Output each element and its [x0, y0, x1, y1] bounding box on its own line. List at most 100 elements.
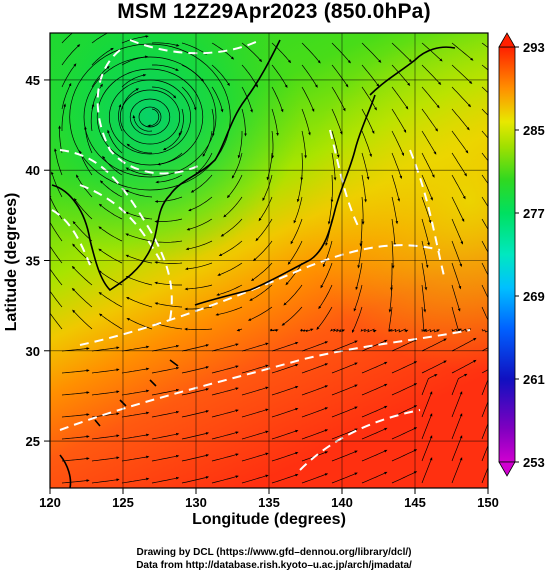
- gridlines: [50, 33, 488, 488]
- streamline: [293, 196, 303, 224]
- streamline: [451, 373, 468, 396]
- streamline: [98, 203, 123, 220]
- streamline: [361, 339, 388, 352]
- streamline: [61, 479, 90, 484]
- x-tick-label: 150: [477, 495, 499, 510]
- streamline: [186, 218, 213, 231]
- streamline: [451, 42, 474, 61]
- streamline: [266, 152, 273, 181]
- isotherms: [51, 39, 471, 471]
- streamline: [391, 328, 409, 333]
- streamline: [126, 318, 153, 330]
- streamline: [481, 196, 488, 208]
- streamline: [237, 131, 243, 159]
- streamline: [451, 337, 477, 352]
- streamline: [481, 130, 488, 139]
- isotherm: [129, 39, 261, 55]
- streamline-ring: [69, 43, 231, 191]
- streamline: [98, 270, 123, 286]
- streamline: [152, 64, 179, 71]
- streamline: [481, 328, 488, 333]
- streamline: [290, 218, 303, 245]
- streamline: [331, 64, 349, 88]
- streamline: [61, 413, 90, 418]
- streamline: [481, 378, 488, 396]
- streamline: [220, 218, 243, 237]
- streamline: [285, 262, 303, 286]
- y-axis-label: Latitude (degrees): [3, 192, 20, 332]
- streamline: [301, 108, 311, 136]
- streamline: [211, 42, 235, 60]
- isotherm: [96, 49, 201, 175]
- streamline: [481, 240, 488, 253]
- streamline: [121, 411, 150, 418]
- streamline-ring: [129, 98, 171, 136]
- streamline: [73, 197, 93, 220]
- map-field: [50, 33, 488, 488]
- streamline: [391, 383, 418, 396]
- streamline: [258, 196, 273, 222]
- colorbar-tick-label: 261: [523, 372, 545, 387]
- streamline: [162, 130, 183, 151]
- streamline: [211, 343, 239, 352]
- streamline: [391, 449, 418, 462]
- isotherm: [79, 244, 441, 346]
- streamline: [451, 391, 463, 418]
- streamline: [151, 388, 180, 396]
- streamline: [50, 194, 63, 220]
- streamline: [181, 432, 210, 440]
- streamline: [247, 306, 273, 321]
- streamline: [451, 306, 462, 332]
- streamline: [301, 429, 329, 440]
- streamline: [361, 405, 388, 418]
- streamline: [231, 152, 243, 179]
- streamline: [126, 143, 152, 154]
- streamline: [390, 263, 393, 291]
- streamline: [451, 328, 472, 332]
- streamline: [121, 433, 150, 440]
- streamline: [121, 73, 147, 88]
- streamline: [421, 338, 447, 352]
- streamline: [121, 477, 150, 484]
- streamline: [421, 284, 427, 313]
- streamline: [61, 33, 73, 44]
- credit-data: Data from http://database.rish.kyoto–u.a…: [136, 560, 412, 571]
- streamline: [421, 152, 435, 178]
- isotherm: [59, 329, 471, 431]
- x-axis: 120 125 130 135 140 145 150: [39, 488, 499, 510]
- streamline: [125, 233, 153, 242]
- streamline: [58, 125, 63, 154]
- streamline: [271, 407, 299, 418]
- streamline: [216, 284, 243, 296]
- streamline: [451, 218, 463, 245]
- streamline: [361, 86, 377, 111]
- streamline: [361, 449, 388, 462]
- streamline: [331, 130, 340, 158]
- streamline: [151, 42, 180, 47]
- streamline: [451, 174, 466, 200]
- streamline: [91, 65, 110, 88]
- streamline: [361, 361, 388, 374]
- streamline: [451, 457, 463, 484]
- streamline: [241, 474, 269, 484]
- streamline: [361, 427, 388, 440]
- streamline: [331, 384, 358, 396]
- streamline: [451, 152, 467, 177]
- colorbar-max-triangle: [498, 32, 516, 48]
- streamline: [211, 86, 224, 113]
- streamline: [154, 322, 183, 330]
- streamline: [421, 196, 432, 224]
- streamline: [421, 413, 433, 440]
- y-tick-label: 30: [26, 344, 40, 359]
- streamline: [361, 471, 388, 484]
- streamline: [301, 407, 329, 418]
- streamline: [211, 475, 239, 484]
- streamline-ring: [96, 68, 204, 166]
- streamline: [271, 473, 299, 484]
- streamline: [151, 344, 180, 352]
- isotherm: [51, 209, 91, 266]
- streamline: [421, 374, 438, 396]
- streamline: [271, 385, 299, 396]
- x-tick-label: 125: [112, 495, 134, 510]
- streamline: [331, 406, 358, 418]
